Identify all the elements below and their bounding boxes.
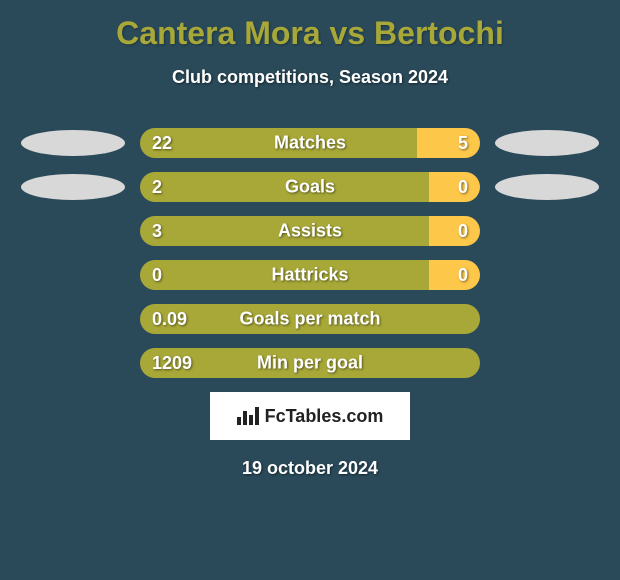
branding-text: FcTables.com — [265, 406, 384, 427]
branding-box: FcTables.com — [210, 392, 410, 440]
page-title: Cantera Mora vs Bertochi — [0, 15, 620, 52]
stats-area: 22 5 Matches 2 0 Goals 3 0 Assists 0 0 Hattricks 0.0… — [0, 128, 620, 378]
player-oval-left — [21, 130, 125, 156]
player-oval-left — [21, 174, 125, 200]
stat-label: Min per goal — [257, 353, 363, 374]
date-line: 19 october 2024 — [0, 458, 620, 479]
stat-label: Matches — [274, 133, 346, 154]
stat-bar-right: 0 — [429, 172, 480, 202]
stat-row: 22 5 Matches — [0, 128, 620, 158]
stat-bar: 2 0 Goals — [140, 172, 480, 202]
stat-row: 1209 Min per goal — [0, 348, 620, 378]
stat-value-right: 5 — [458, 133, 480, 154]
stat-value-right: 0 — [458, 265, 480, 286]
stats-infographic: Cantera Mora vs Bertochi Club competitio… — [0, 0, 620, 489]
stat-bar: 3 0 Assists — [140, 216, 480, 246]
stat-bar: 1209 Min per goal — [140, 348, 480, 378]
stat-label: Goals per match — [239, 309, 380, 330]
stat-bar: 0.09 Goals per match — [140, 304, 480, 334]
stat-bar: 22 5 Matches — [140, 128, 480, 158]
stat-bar-right: 0 — [429, 216, 480, 246]
stat-row: 0.09 Goals per match — [0, 304, 620, 334]
bar-chart-icon — [237, 407, 259, 425]
stat-value-left: 0.09 — [140, 309, 187, 330]
player-oval-right — [495, 174, 599, 200]
stat-value-left: 22 — [140, 133, 172, 154]
stat-bar-right: 5 — [417, 128, 480, 158]
stat-value-right: 0 — [458, 177, 480, 198]
stat-value-left: 3 — [140, 221, 162, 242]
stat-value-left: 2 — [140, 177, 162, 198]
stat-bar: 0 0 Hattricks — [140, 260, 480, 290]
stat-row: 0 0 Hattricks — [0, 260, 620, 290]
page-subtitle: Club competitions, Season 2024 — [0, 67, 620, 88]
stat-value-left: 1209 — [140, 353, 192, 374]
stat-row: 2 0 Goals — [0, 172, 620, 202]
stat-value-right: 0 — [458, 221, 480, 242]
stat-bar-right: 0 — [429, 260, 480, 290]
stat-row: 3 0 Assists — [0, 216, 620, 246]
stat-label: Assists — [278, 221, 342, 242]
stat-value-left: 0 — [140, 265, 162, 286]
player-oval-right — [495, 130, 599, 156]
stat-label: Goals — [285, 177, 335, 198]
stat-label: Hattricks — [271, 265, 348, 286]
